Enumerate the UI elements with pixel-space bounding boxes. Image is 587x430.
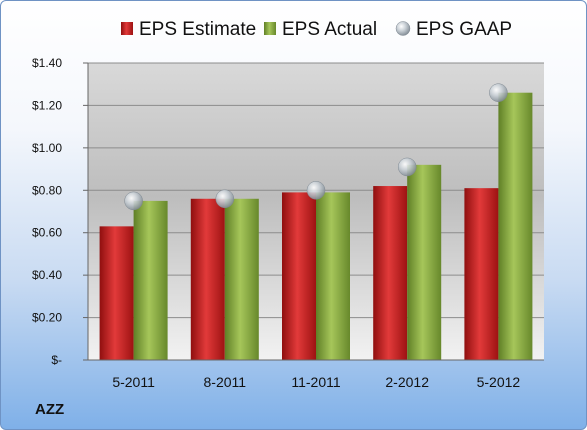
legend-eps-gaap-label: EPS GAAP [416, 19, 512, 40]
bar-eps-estimate [282, 192, 316, 360]
y-tick-label: $0.60 [32, 226, 62, 240]
marker-eps-gaap [124, 191, 143, 211]
legend-eps-actual-label: EPS Actual [282, 19, 377, 40]
x-category-label: 5-2011 [112, 374, 155, 390]
x-category-label: 5-2012 [477, 374, 521, 390]
x-category-label: 2-2012 [385, 374, 429, 390]
y-tick-label: $1.20 [32, 98, 62, 112]
x-category-label: 8-2011 [204, 374, 247, 390]
bar-eps-actual [407, 164, 442, 360]
y-tick-label: $0.20 [32, 311, 62, 325]
legend-eps-estimate-label: EPS Estimate [139, 19, 256, 40]
bar-eps-estimate [190, 198, 225, 360]
bar-eps-actual [316, 192, 350, 360]
legend-eps-actual-swatch [264, 22, 276, 35]
bar-eps-estimate [99, 226, 134, 360]
marker-eps-gaap [306, 181, 326, 200]
y-tick-label: $1.40 [32, 56, 62, 70]
y-tick-label: $1.00 [32, 141, 62, 155]
bar-eps-estimate [373, 186, 408, 360]
marker-eps-gaap [215, 189, 235, 209]
bar-eps-actual [133, 200, 168, 360]
legend-eps-gaap-swatch [395, 21, 411, 36]
marker-eps-gaap [489, 83, 508, 102]
x-category-label: 11-2011 [291, 374, 341, 390]
bar-eps-actual [224, 198, 259, 360]
ticker-label: AZZ [35, 401, 65, 418]
y-tick-label: $- [51, 353, 62, 367]
bar-eps-estimate [464, 188, 499, 360]
y-tick-label: $0.40 [32, 268, 62, 282]
y-tick-label: $0.80 [32, 183, 62, 197]
marker-eps-gaap [397, 157, 417, 177]
legend-eps-estimate-swatch [121, 22, 133, 35]
bar-eps-actual [498, 92, 533, 360]
